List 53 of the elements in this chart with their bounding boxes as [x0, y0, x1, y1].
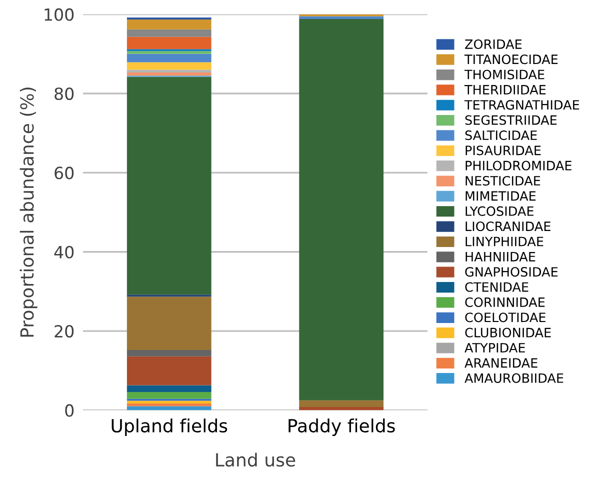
bar: [126, 403, 212, 406]
legend-label: CLUBIONIDAE: [465, 328, 551, 338]
bar: [126, 400, 212, 404]
x-tick-label: Upland fields: [112, 418, 228, 436]
y-axis-title: Proportional abundance (%): [20, 88, 38, 337]
legend-label: LINYPHIIDAE: [466, 236, 544, 246]
x-tick-label: Paddy fields: [288, 418, 395, 436]
legend-label: NESTICIDAE: [466, 176, 540, 186]
y-tick-label: 20: [54, 325, 74, 338]
y-tick-label: 0: [65, 404, 74, 417]
bar: [126, 392, 212, 399]
bar: [126, 54, 212, 62]
x-axis-title: Land use: [216, 452, 296, 467]
legend-label: TETRAGNATHIDAE: [464, 100, 580, 110]
legend-label: CORINNIDAE: [465, 297, 545, 308]
bar: [126, 350, 212, 356]
legend-label: PHILODROMIDAE: [466, 160, 572, 170]
bar: [126, 70, 212, 73]
y-tick-label: 80: [54, 87, 74, 100]
legend-label: THOMISIDAE: [464, 70, 544, 80]
y-tick-label: 60: [54, 166, 74, 180]
legend-label: CTENIDAE: [465, 282, 528, 292]
bar: [126, 296, 212, 350]
y-tick-label: 100: [44, 8, 74, 21]
legend-label: ZORIDAE: [465, 39, 522, 49]
legend-label: AMAUROBIIDAE: [464, 373, 564, 383]
bar: [126, 19, 212, 30]
bar: [126, 36, 212, 50]
legend-label: SALTICIDAE: [465, 130, 537, 140]
bar: [126, 29, 212, 37]
bar: [126, 51, 212, 54]
bar: [126, 356, 212, 386]
legend-label: TITANOECIDAE: [464, 54, 558, 64]
legend-label: THERIDIIDAE: [464, 85, 546, 94]
bar: [299, 16, 384, 20]
bar: [126, 385, 212, 392]
legend-label: PISAURIDAE: [466, 146, 541, 156]
legend-label: HAHNIIDAE: [466, 252, 536, 262]
bar: [126, 76, 212, 295]
legend-label: SEGESTRIIDAE: [465, 115, 557, 125]
legend-label: MIMETIDAE: [466, 191, 536, 201]
bar: [299, 400, 384, 408]
bar: [299, 19, 384, 400]
bar: [126, 72, 212, 76]
legend-label: ATYPIDAE: [464, 343, 525, 352]
legend-label: LIOCRANIDAE: [466, 221, 550, 232]
legend-label: LYCOSIDAE: [466, 206, 534, 216]
legend-label: COELOTIDAE: [465, 312, 546, 322]
bar: [126, 62, 212, 70]
bar: [299, 407, 384, 410]
legend-label: GNAPHOSIDAE: [465, 267, 558, 277]
y-tick-label: 40: [54, 246, 74, 258]
legend-label: ARANEIDAE: [464, 358, 538, 368]
